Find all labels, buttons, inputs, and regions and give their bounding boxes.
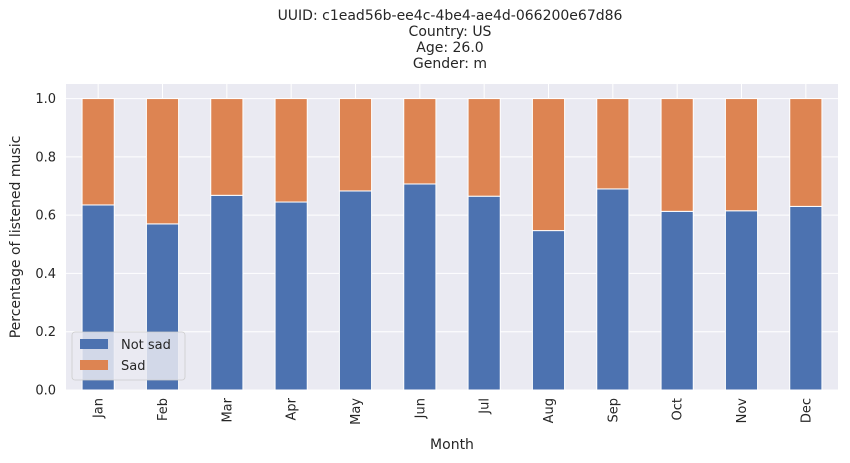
bar-not-sad-apr [275, 202, 307, 390]
bar-sad-may [339, 99, 371, 191]
y-axis-ticks: 0.0 0.2 0.4 0.6 0.8 1.0 [35, 92, 56, 398]
x-tick-label-jun: Jun [413, 398, 428, 419]
bar-not-sad-mar [211, 195, 243, 390]
bar-not-sad-dec [790, 206, 822, 390]
y-tick-label: 0.0 [35, 384, 56, 399]
x-tick-label-oct: Oct [671, 398, 686, 420]
x-axis-ticks: Jan Feb Mar Apr May Jun Jul Aug Sep Oct Nov Dec [92, 397, 815, 425]
x-tick-label-may: May [349, 398, 364, 425]
bar-not-sad-aug [532, 231, 564, 390]
x-tick-label-nov: Nov [735, 398, 750, 424]
x-tick-label-aug: Aug [542, 398, 557, 423]
bar-not-sad-oct [661, 211, 693, 390]
x-tick-label-dec: Dec [799, 398, 814, 423]
bar-sad-feb [146, 99, 178, 224]
bar-not-sad-nov [725, 211, 757, 390]
bar-sad-dec [790, 99, 822, 207]
bar-sad-mar [211, 99, 243, 196]
y-axis-label: Percentage of listened music [8, 136, 24, 339]
legend-label-not-sad: Not sad [121, 338, 171, 353]
x-tick-label-sep: Sep [606, 398, 621, 423]
bar-not-sad-sep [597, 189, 629, 390]
y-tick-label: 0.2 [35, 325, 56, 340]
legend-swatch-sad [80, 360, 108, 370]
x-tick-label-jan: Jan [92, 398, 107, 419]
bar-sad-sep [597, 99, 629, 189]
bar-sad-jun [404, 99, 436, 184]
bar-sad-oct [661, 99, 693, 212]
bar-sad-jul [468, 99, 500, 197]
y-tick-label: 0.4 [35, 267, 56, 282]
legend-label-sad: Sad [121, 359, 145, 374]
legend: Not sad Sad [72, 332, 185, 380]
bar-sad-jan [82, 99, 114, 205]
bar-sad-aug [532, 99, 564, 231]
x-tick-label-feb: Feb [156, 398, 171, 421]
y-tick-label: 1.0 [35, 92, 56, 107]
x-tick-label-apr: Apr [285, 397, 300, 420]
x-tick-label-mar: Mar [220, 397, 235, 422]
bar-not-sad-jun [404, 184, 436, 390]
x-tick-label-jul: Jul [478, 398, 493, 415]
legend-swatch-not-sad [80, 339, 108, 349]
x-axis-label: Month [430, 437, 474, 453]
bar-sad-nov [725, 99, 757, 211]
y-tick-label: 0.8 [35, 150, 56, 165]
y-tick-label: 0.6 [35, 209, 56, 224]
bar-not-sad-may [339, 191, 371, 390]
bar-not-sad-jul [468, 196, 500, 390]
bar-sad-apr [275, 99, 307, 202]
